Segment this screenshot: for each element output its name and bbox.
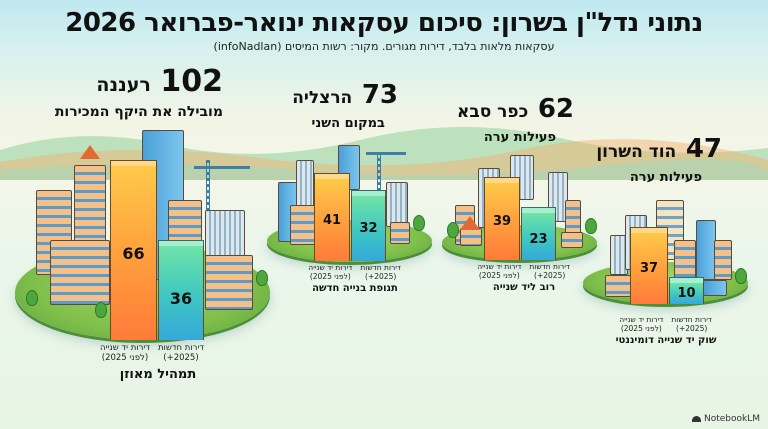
bar-pair: 66 36 [110,160,205,340]
bar-value: 10 [677,286,696,301]
tower-roof [80,145,100,159]
city-tag: תמהיל מאוזן [119,367,197,382]
city-total: 102 [160,64,223,99]
tree-icon [413,215,425,231]
bar-new: 10 [669,277,704,304]
house [605,275,631,297]
city-name: הוד השרון [596,142,677,162]
building [50,240,110,305]
legend-new-sub: (2025+) [534,271,566,280]
city-name: רעננה [96,74,151,96]
bar-value: 66 [122,243,145,263]
page-subtitle: עסקאות מלאות בלבד, דירות מגורים. מקור: ר… [213,40,555,53]
legend-new-sub: (2025+) [163,353,199,363]
city-name: כפר סבא [456,102,529,122]
bar-value: 41 [322,212,342,228]
city-heading: 62 כפר סבא [457,94,574,124]
house [703,280,727,296]
legend-new: דירות חדשות [671,315,712,324]
legend-resale-sub: (לפני 2025) [478,271,520,280]
city-heading: 73 הרצליה [292,80,398,110]
legend-resale-sub: (לפני 2025) [620,324,662,333]
legend-new: דירות חדשות [157,343,204,353]
legend-resale: דירות יד שנייה [619,315,664,324]
page-title: נתוני נדל"ן בשרון: סיכום עסקאות ינואר-פב… [65,8,703,38]
bar-resale: 39 [484,177,520,260]
bar-resale: 37 [630,227,668,304]
house [561,232,583,248]
bar-pair: 39 23 [484,177,560,260]
tree-icon [447,222,459,238]
crane-icon [377,152,381,197]
bar-legend: דירות חדשות (2025+) דירות יד שנייה (לפני 20… [305,263,405,281]
header: נתוני נדל"ן בשרון: סיכום עסקאות ינואר-פב… [0,8,768,53]
bar-value: 37 [639,261,659,276]
tree-icon [95,302,107,318]
city-total: 73 [361,80,398,110]
crane-icon [206,160,210,230]
legend-new-sub: (2025+) [365,272,397,281]
legend-new: דירות חדשות [529,262,570,271]
brand-label: NotebookLM [703,414,760,424]
legend-resale-sub: (לפני 2025) [309,272,351,281]
city-name: הרצליה [292,88,353,108]
bar-resale: 41 [314,173,350,261]
brand-watermark: NotebookLM [691,414,760,424]
bar-value: 36 [169,288,193,308]
building [390,222,410,244]
bar-value: 39 [492,214,512,229]
bar-resale: 66 [110,160,157,340]
legend-resale: דירות יד שנייה [99,343,150,353]
tree-icon [735,268,747,284]
crane-arm [366,152,406,155]
tree-icon [256,270,268,286]
city-tag: רוב ליד שנייה [492,282,556,293]
city-total: 62 [537,94,574,124]
house [460,228,482,246]
city-tag: תנופת בנייה חדשה [312,283,398,294]
legend-resale-sub: (לפני 2025) [101,353,149,363]
tree-icon [585,218,597,234]
bar-value: 32 [359,221,378,236]
bar-legend: דירות חדשות (2025+) דירות יד שנייה (לפני 20… [100,343,208,363]
bar-new: 23 [521,207,556,260]
building [205,255,253,310]
city-tag: שוק יד שנייה דומיננטי [615,335,717,346]
bar-pair: 37 10 [630,227,706,304]
notebooklm-logo-icon [691,416,701,422]
city-subtitle: פעילות ערה [629,170,702,185]
city-heading: 102 רעננה [96,64,223,99]
bar-pair: 41 32 [314,173,390,261]
building [714,240,732,280]
city-subtitle: מובילה את היקף המכירות [54,104,223,120]
city-heading: 47 הוד השרון [596,134,722,164]
legend-resale: דירות יד שנייה [477,262,522,271]
legend-resale: דירות יד שנייה [308,263,353,272]
house-roof [460,216,480,230]
bar-new: 32 [351,190,386,261]
legend-new-sub: (2025+) [676,324,708,333]
city-total: 47 [685,134,722,164]
bar-value: 23 [529,232,548,247]
crane-arm [194,166,250,169]
legend-new: דירות חדשות [360,263,401,272]
bar-new: 36 [158,240,204,340]
city-subtitle: פעילות ערה [483,130,556,145]
bar-legend: דירות חדשות (2025+) דירות יד שנייה (לפני 20… [474,262,574,280]
building [565,200,581,235]
bar-legend: דירות חדשות (2025+) דירות יד שנייה (לפני 20… [616,315,716,333]
city-subtitle: במקום השני [311,116,385,131]
building [290,205,316,245]
tree-icon [26,290,38,306]
